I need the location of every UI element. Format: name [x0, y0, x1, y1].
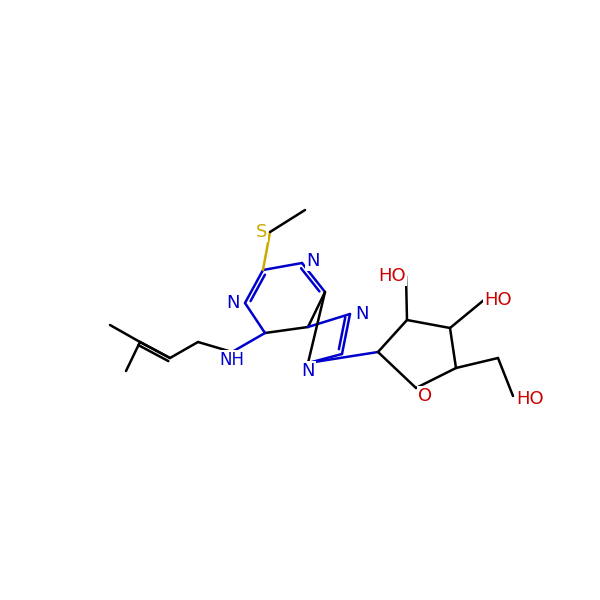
Text: NH: NH: [220, 351, 245, 369]
Text: HO: HO: [484, 291, 512, 309]
Text: N: N: [301, 362, 315, 380]
Text: HO: HO: [516, 390, 544, 408]
Text: HO: HO: [379, 267, 406, 285]
Text: N: N: [227, 294, 240, 312]
Text: N: N: [355, 305, 368, 323]
Text: N: N: [306, 252, 320, 270]
Text: S: S: [256, 223, 267, 241]
Text: O: O: [418, 387, 432, 405]
